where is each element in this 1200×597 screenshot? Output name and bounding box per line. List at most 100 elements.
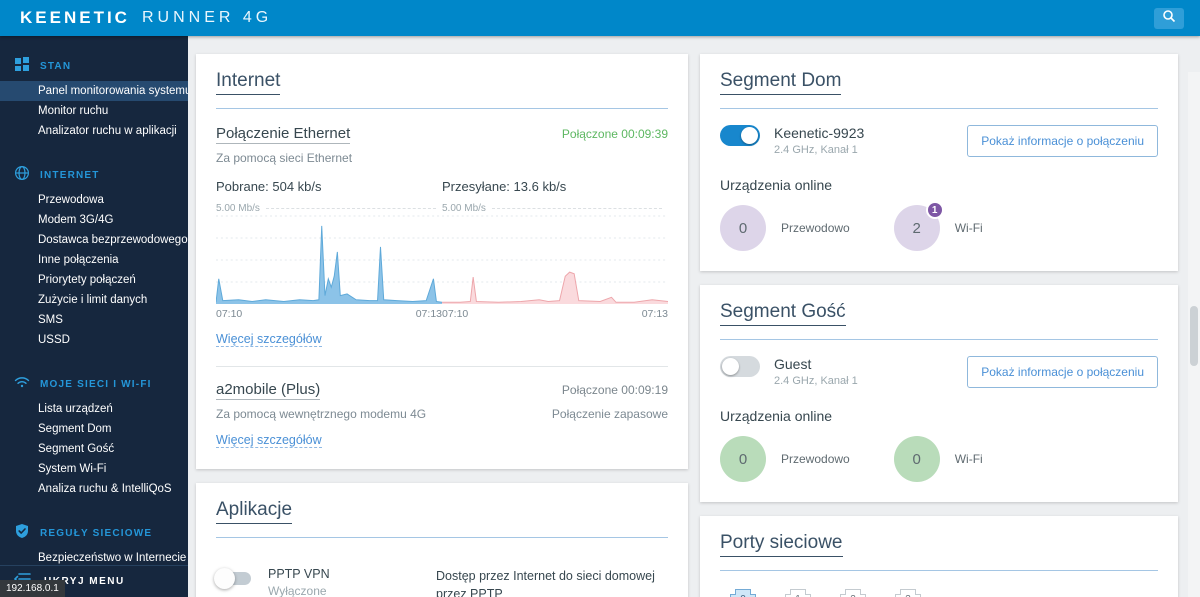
globe-icon xyxy=(14,165,30,186)
segment-gosc-title[interactable]: Segment Gość xyxy=(720,301,846,326)
download-rate: Pobrane: 504 kb/s xyxy=(216,179,322,194)
app-row-pptp: PPTP VPN Wyłączone Dostęp przez Internet… xyxy=(214,554,668,597)
svg-text:0: 0 xyxy=(740,594,746,597)
upload-rate: Przesyłane: 13.6 kb/s xyxy=(442,179,567,194)
sidebar-item-system-wifi[interactable]: System Wi-Fi xyxy=(38,463,107,475)
ethernet-more-details-link[interactable]: Więcej szczegółów xyxy=(216,332,322,347)
applications-card: Aplikacje PPTP VPN Wyłączone Dostęp prze… xyxy=(196,483,688,597)
sidebar-item-panel-monitorowania[interactable]: Panel monitorowania systemu xyxy=(0,81,188,101)
counter-circle: 0 xyxy=(893,436,940,482)
internet-card-title[interactable]: Internet xyxy=(216,70,281,95)
sidebar-item-analiza-ruchu[interactable]: Analiza ruchu & IntelliQoS xyxy=(38,483,172,495)
counter-label: Przewodowo xyxy=(781,221,850,235)
segment-dom-title[interactable]: Segment Dom xyxy=(720,70,842,95)
app-name: PPTP VPN xyxy=(268,567,330,581)
port-2: 2 - xyxy=(830,587,876,597)
devices-online-title: Urządzenia online xyxy=(720,408,833,424)
segment-gosc-card: Segment Gość Guest 2.4 GHz, Kanał 1 Poka… xyxy=(700,285,1178,502)
port-1: 1 - xyxy=(775,587,821,597)
sidebar-item-sms[interactable]: SMS xyxy=(38,314,63,326)
nav-section-label: INTERNET xyxy=(40,170,100,181)
nav-head-reguly[interactable]: REGUŁY SIECIOWE xyxy=(0,523,188,548)
wifi-network-details: 2.4 GHz, Kanał 1 xyxy=(774,144,858,156)
mobile-more-details-link[interactable]: Więcej szczegółów xyxy=(216,433,322,448)
sidebar-item-monitor-ruchu[interactable]: Monitor ruchu xyxy=(38,105,109,117)
nav-head-moje-sieci[interactable]: MOJE SIECI I WI-FI xyxy=(0,374,188,399)
sidebar-item-lista-urzadzen[interactable]: Lista urządzeń xyxy=(38,403,113,415)
sidebar-item-segment-dom[interactable]: Segment Dom xyxy=(38,423,112,435)
svg-text:2: 2 xyxy=(850,594,856,597)
mobile-role: Połączenie zapasowe xyxy=(551,407,668,421)
wired-counter: 0 Przewodowo xyxy=(720,436,850,482)
download-sparkline: 07:10 07:13 xyxy=(216,214,442,320)
ethernet-connection-link[interactable]: Połączenie Ethernet xyxy=(216,125,351,144)
sidebar-item-analizator-ruchu[interactable]: Analizator ruchu w aplikacji xyxy=(38,125,177,137)
counter-circle: 2 1 xyxy=(893,201,944,251)
mobile-connection-link[interactable]: a2mobile (Plus) xyxy=(216,381,321,400)
scrollbar-thumb[interactable] xyxy=(1190,306,1198,366)
divider xyxy=(216,108,668,109)
wired-counter: 0 Przewodowo xyxy=(720,205,850,251)
divider xyxy=(216,537,668,538)
wifi-icon xyxy=(14,374,30,395)
sidebar-item-priorytety[interactable]: Priorytety połączeń xyxy=(38,274,136,286)
segment-gosc-wifi-toggle[interactable] xyxy=(720,356,760,377)
nav-section-label: REGUŁY SIECIOWE xyxy=(40,528,153,539)
sidebar-item-inne-polaczenia[interactable]: Inne połączenia xyxy=(38,254,119,266)
segment-dom-wifi-toggle[interactable] xyxy=(720,125,760,146)
sidebar-item-segment-gosc[interactable]: Segment Gość xyxy=(38,443,115,455)
scale-dash-line xyxy=(491,208,662,209)
nav-section-label: STAN xyxy=(40,61,72,72)
scale-dash-line xyxy=(265,208,436,209)
vertical-scrollbar xyxy=(1188,72,1200,597)
svg-text:1: 1 xyxy=(795,594,801,597)
network-ports-title[interactable]: Porty sieciowe xyxy=(720,532,843,557)
top-bar: KEENETIC RUNNER 4G xyxy=(0,0,1200,36)
nav-section-moje-sieci: MOJE SIECI I WI-FI Lista urządzeń Segmen… xyxy=(0,374,188,499)
sidebar-item-bezpieczenstwo[interactable]: Bezpieczeństwo w Internecie xyxy=(38,552,187,564)
grid-icon xyxy=(14,56,30,77)
divider xyxy=(720,339,1158,340)
svg-text:3: 3 xyxy=(905,594,911,597)
brand-logo: KEENETIC xyxy=(20,8,130,27)
nav-head-internet[interactable]: INTERNET xyxy=(0,165,188,190)
wifi-network-name: Guest xyxy=(774,356,812,372)
upload-sparkline: 07:10 07:13 xyxy=(442,214,668,320)
pptp-toggle[interactable] xyxy=(214,568,252,589)
brand-model: RUNNER 4G xyxy=(141,9,273,26)
ethernet-via: Za pomocą sieci Ethernet xyxy=(216,151,353,165)
mobile-status: Połączone 00:09:19 xyxy=(561,383,668,397)
nav-section-label: MOJE SIECI I WI-FI xyxy=(40,379,152,390)
sidebar-item-zuzycie[interactable]: Zużycie i limit danych xyxy=(38,294,148,306)
sidebar-item-modem-3g4g[interactable]: Modem 3G/4G xyxy=(38,214,114,226)
wifi-counter: 2 1 Wi-Fi xyxy=(893,201,983,251)
wifi-counter: 0 Wi-Fi xyxy=(893,436,983,482)
show-connection-info-button[interactable]: Pokaż informacje o połączeniu xyxy=(967,125,1158,157)
sidebar-item-dostawca[interactable]: Dostawca bezprzewodowego dost... xyxy=(38,234,188,246)
app-state: Wyłączone xyxy=(268,584,327,597)
sidebar: STAN Panel monitorowania systemu Monitor… xyxy=(0,36,188,597)
applications-card-title[interactable]: Aplikacje xyxy=(216,499,293,524)
shield-icon xyxy=(14,523,30,544)
divider xyxy=(720,570,1158,571)
mobile-via: Za pomocą wewnętrznego modemu 4G xyxy=(216,407,427,421)
network-ports-card: Porty sieciowe 0 xyxy=(700,516,1178,597)
divider xyxy=(216,366,668,367)
show-connection-info-button[interactable]: Pokaż informacje o połączeniu xyxy=(967,356,1158,388)
port-3: 3 - xyxy=(885,587,931,597)
nav-head-stan[interactable]: STAN xyxy=(0,56,188,81)
ethernet-port-icon: 1 xyxy=(785,589,811,597)
divider xyxy=(720,108,1158,109)
sidebar-item-ussd[interactable]: USSD xyxy=(38,334,70,346)
main-content: Internet Połączenie Ethernet Połączone 0… xyxy=(188,36,1200,597)
wifi-network-details: 2.4 GHz, Kanał 1 xyxy=(774,375,858,387)
hide-menu-label: UKRYJ MENU xyxy=(44,576,125,587)
port-0: 0 FDX 100 M xyxy=(720,587,766,597)
x-tick: 07:13 xyxy=(415,308,442,320)
ethernet-port-icon: 2 xyxy=(840,589,866,597)
counter-label: Przewodowo xyxy=(781,452,850,466)
sidebar-item-przewodowa[interactable]: Przewodowa xyxy=(38,194,104,206)
upload-scale: 5.00 Mb/s xyxy=(442,203,486,214)
search-button[interactable] xyxy=(1154,7,1184,29)
counter-circle: 0 xyxy=(720,205,766,251)
